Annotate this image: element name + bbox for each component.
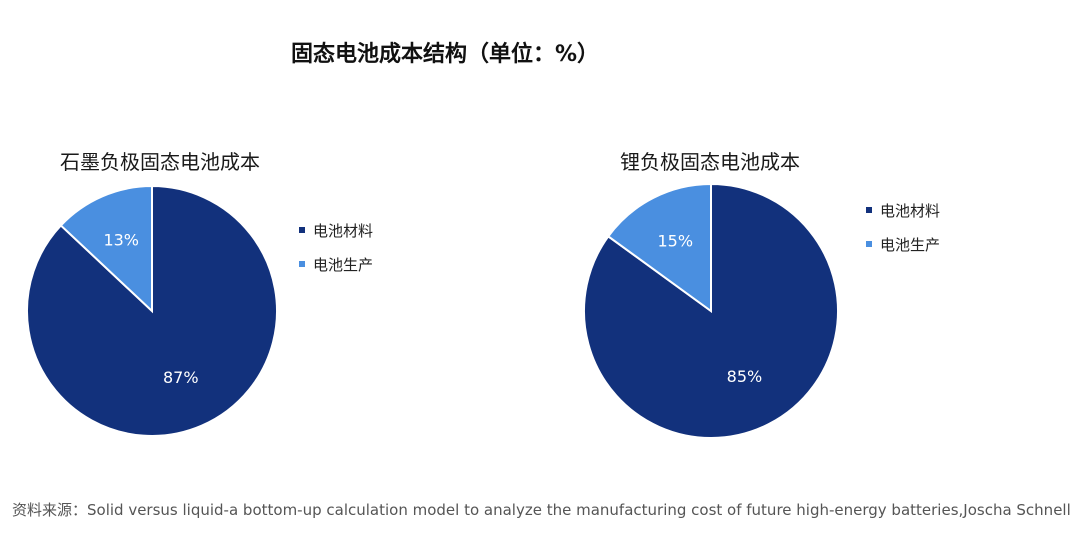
pie-label-materials: 87%: [163, 368, 199, 387]
pie-slice-materials: [26, 184, 278, 437]
legend-swatch-materials: [299, 227, 305, 233]
pie-chart-lithium: 85% 15%: [583, 182, 839, 439]
pie-label-materials: 85%: [727, 367, 763, 386]
legend-item-production: 电池生产: [299, 254, 373, 274]
source-note: 资料来源：Solid versus liquid-a bottom-up cal…: [12, 501, 1071, 519]
pie-slice-production: [606, 182, 712, 313]
pie-slice-production: [59, 184, 153, 314]
legend-item-materials: 电池材料: [866, 200, 940, 220]
pie-chart-graphite: 87% 13%: [26, 184, 278, 437]
chart-title-graphite: 石墨负极固态电池成本: [60, 150, 260, 174]
legend-lithium: 电池材料 电池生产: [866, 200, 940, 268]
legend-swatch-materials: [866, 207, 872, 213]
pie-label-production: 13%: [103, 230, 139, 249]
legend-item-production: 电池生产: [866, 234, 940, 254]
chart-title-lithium: 锂负极固态电池成本: [620, 150, 800, 174]
legend-item-materials: 电池材料: [299, 220, 373, 240]
legend-label-production: 电池生产: [313, 255, 374, 274]
legend-label-materials: 电池材料: [313, 221, 374, 240]
pie-label-production: 15%: [657, 231, 693, 250]
legend-swatch-production: [866, 241, 872, 247]
legend-label-production: 电池生产: [880, 235, 941, 254]
legend-graphite: 电池材料 电池生产: [299, 220, 373, 288]
page-title: 固态电池成本结构（单位：%）: [290, 42, 600, 67]
legend-swatch-production: [299, 261, 305, 267]
legend-label-materials: 电池材料: [880, 201, 941, 220]
